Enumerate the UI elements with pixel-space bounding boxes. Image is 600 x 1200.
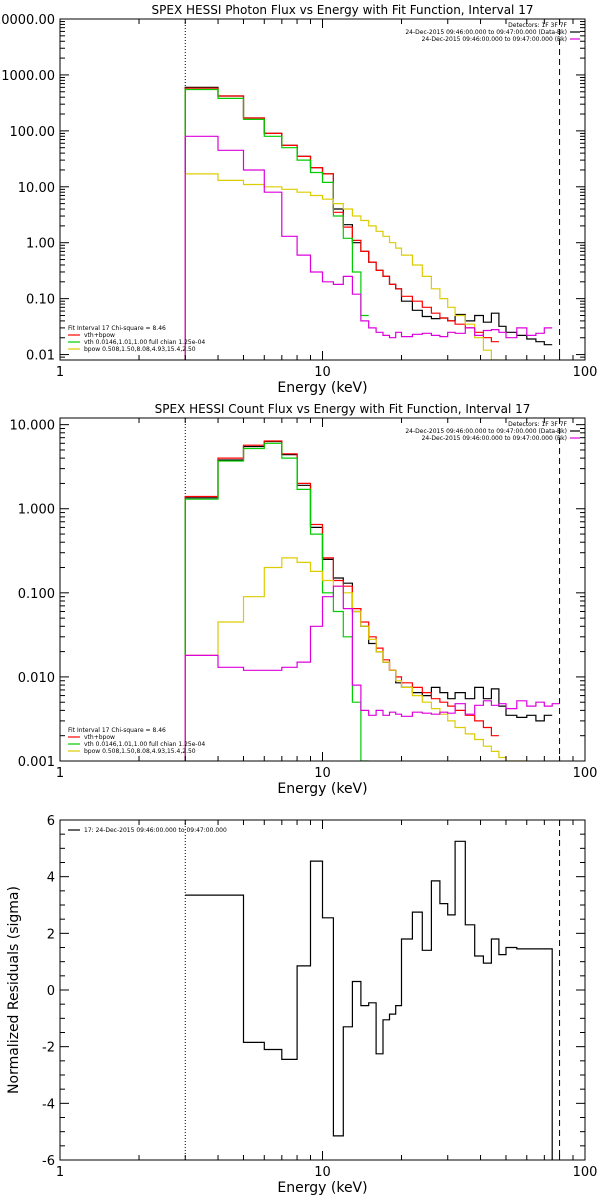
x-tick-label: 10 xyxy=(314,365,331,380)
legend-entry: Fit Interval 17 Chi-square = 8.46 xyxy=(68,325,166,332)
residuals-panel: 1 10 100 Energy (keV) -6 -4 -2 0 2 4 6 Normalized R… xyxy=(6,814,597,1196)
info-line: 24-Dec-2015 09:46:00.000 to 09:47:00.000… xyxy=(422,36,567,43)
count-flux-panel: SPEX HESSI Count Flux vs Energy with Fit… xyxy=(10,402,598,797)
legend-entry: vth+bpow xyxy=(84,332,115,339)
y-tick-label: 10.00 xyxy=(18,181,55,196)
x-tick-label: 100 xyxy=(573,766,598,781)
y-tick-label: 6 xyxy=(47,814,55,829)
x-axis-label: Energy (keV) xyxy=(277,781,367,797)
x-tick-label: 10 xyxy=(314,1165,331,1180)
y-tick-label: 0.001 xyxy=(18,755,55,770)
y-tick-label: 2 xyxy=(47,927,55,942)
info-line: Detectors: 1F 3F 7F xyxy=(508,22,567,29)
x-tick-label: 1 xyxy=(56,1165,64,1180)
legend-entry: vth+bpow xyxy=(84,734,115,741)
info-line: Detectors: 1F 3F 7F xyxy=(508,421,567,428)
series-bpow xyxy=(184,557,527,761)
series-residuals xyxy=(185,840,553,1160)
x-tick-label: 100 xyxy=(573,365,598,380)
series-vth xyxy=(184,88,369,360)
y-tick-label: 1.000 xyxy=(18,503,55,518)
chart-title: SPEX HESSI Photon Flux vs Energy with Fi… xyxy=(152,3,534,17)
y-tick-label: -4 xyxy=(42,1097,55,1112)
x-tick-label: 1 xyxy=(56,365,64,380)
legend-entry: vth 0.0146,1.01,1.00 full chian 1.25e-04 xyxy=(84,741,205,748)
info-line: 24-Dec-2015 09:46:00.000 to 09:47:00.000… xyxy=(405,428,567,435)
x-tick-label: 1 xyxy=(56,766,64,781)
y-axis-label: Normalized Residuals (sigma) xyxy=(6,886,22,1094)
legend-entry: 17: 24-Dec-2015 09:46:00.000 to 09:47:00… xyxy=(84,827,227,834)
y-tick-label: 4 xyxy=(47,871,55,886)
plot-frame xyxy=(59,18,586,361)
series-bpow xyxy=(184,173,499,360)
series-vth xyxy=(184,442,369,761)
y-tick-label: 0.010 xyxy=(18,671,55,686)
y-tick-label: 0 xyxy=(47,984,55,999)
x-tick-label: 100 xyxy=(573,1165,598,1180)
legend-entry: bpow 0.508,1.50,8.08,4.93,15.4,2.50 xyxy=(84,748,196,755)
y-tick-label: 10.000 xyxy=(10,419,56,434)
legend-entry: bpow 0.508,1.50,8.08,4.93,15.4,2.50 xyxy=(84,346,196,353)
y-tick-label: -6 xyxy=(42,1154,55,1169)
y-tick-label: 0.01 xyxy=(26,349,55,364)
y-tick-label: 0.10 xyxy=(26,293,55,308)
y-tick-label: 0.100 xyxy=(18,587,55,602)
y-tick-label: 1.00 xyxy=(26,237,55,252)
photon-flux-panel: SPEX HESSI Photon Flux vs Energy with Fi… xyxy=(0,3,597,396)
series-vth-bpow xyxy=(184,87,499,360)
legend-entry: vth 0.0146,1.01,1.00 full chian 1.25e-04 xyxy=(84,339,205,346)
y-tick-label: 10000.00 xyxy=(0,13,55,28)
info-line: 24-Dec-2015 09:46:00.000 to 09:47:00.000… xyxy=(422,435,567,442)
info-line: 24-Dec-2015 09:46:00.000 to 09:47:00.000… xyxy=(405,29,567,36)
x-tick-label: 10 xyxy=(314,766,331,781)
series-background xyxy=(184,135,553,360)
legend-entry: Fit Interval 17 Chi-square = 8.46 xyxy=(68,727,166,734)
chart-title: SPEX HESSI Count Flux vs Energy with Fit… xyxy=(155,402,531,416)
y-tick-label: 100.00 xyxy=(10,125,56,140)
x-axis-label: Energy (keV) xyxy=(277,1180,367,1196)
y-tick-label: -2 xyxy=(42,1041,55,1056)
y-tick-label: 1000.00 xyxy=(1,69,55,84)
series-background xyxy=(184,585,560,761)
x-axis-label: Energy (keV) xyxy=(277,380,367,396)
